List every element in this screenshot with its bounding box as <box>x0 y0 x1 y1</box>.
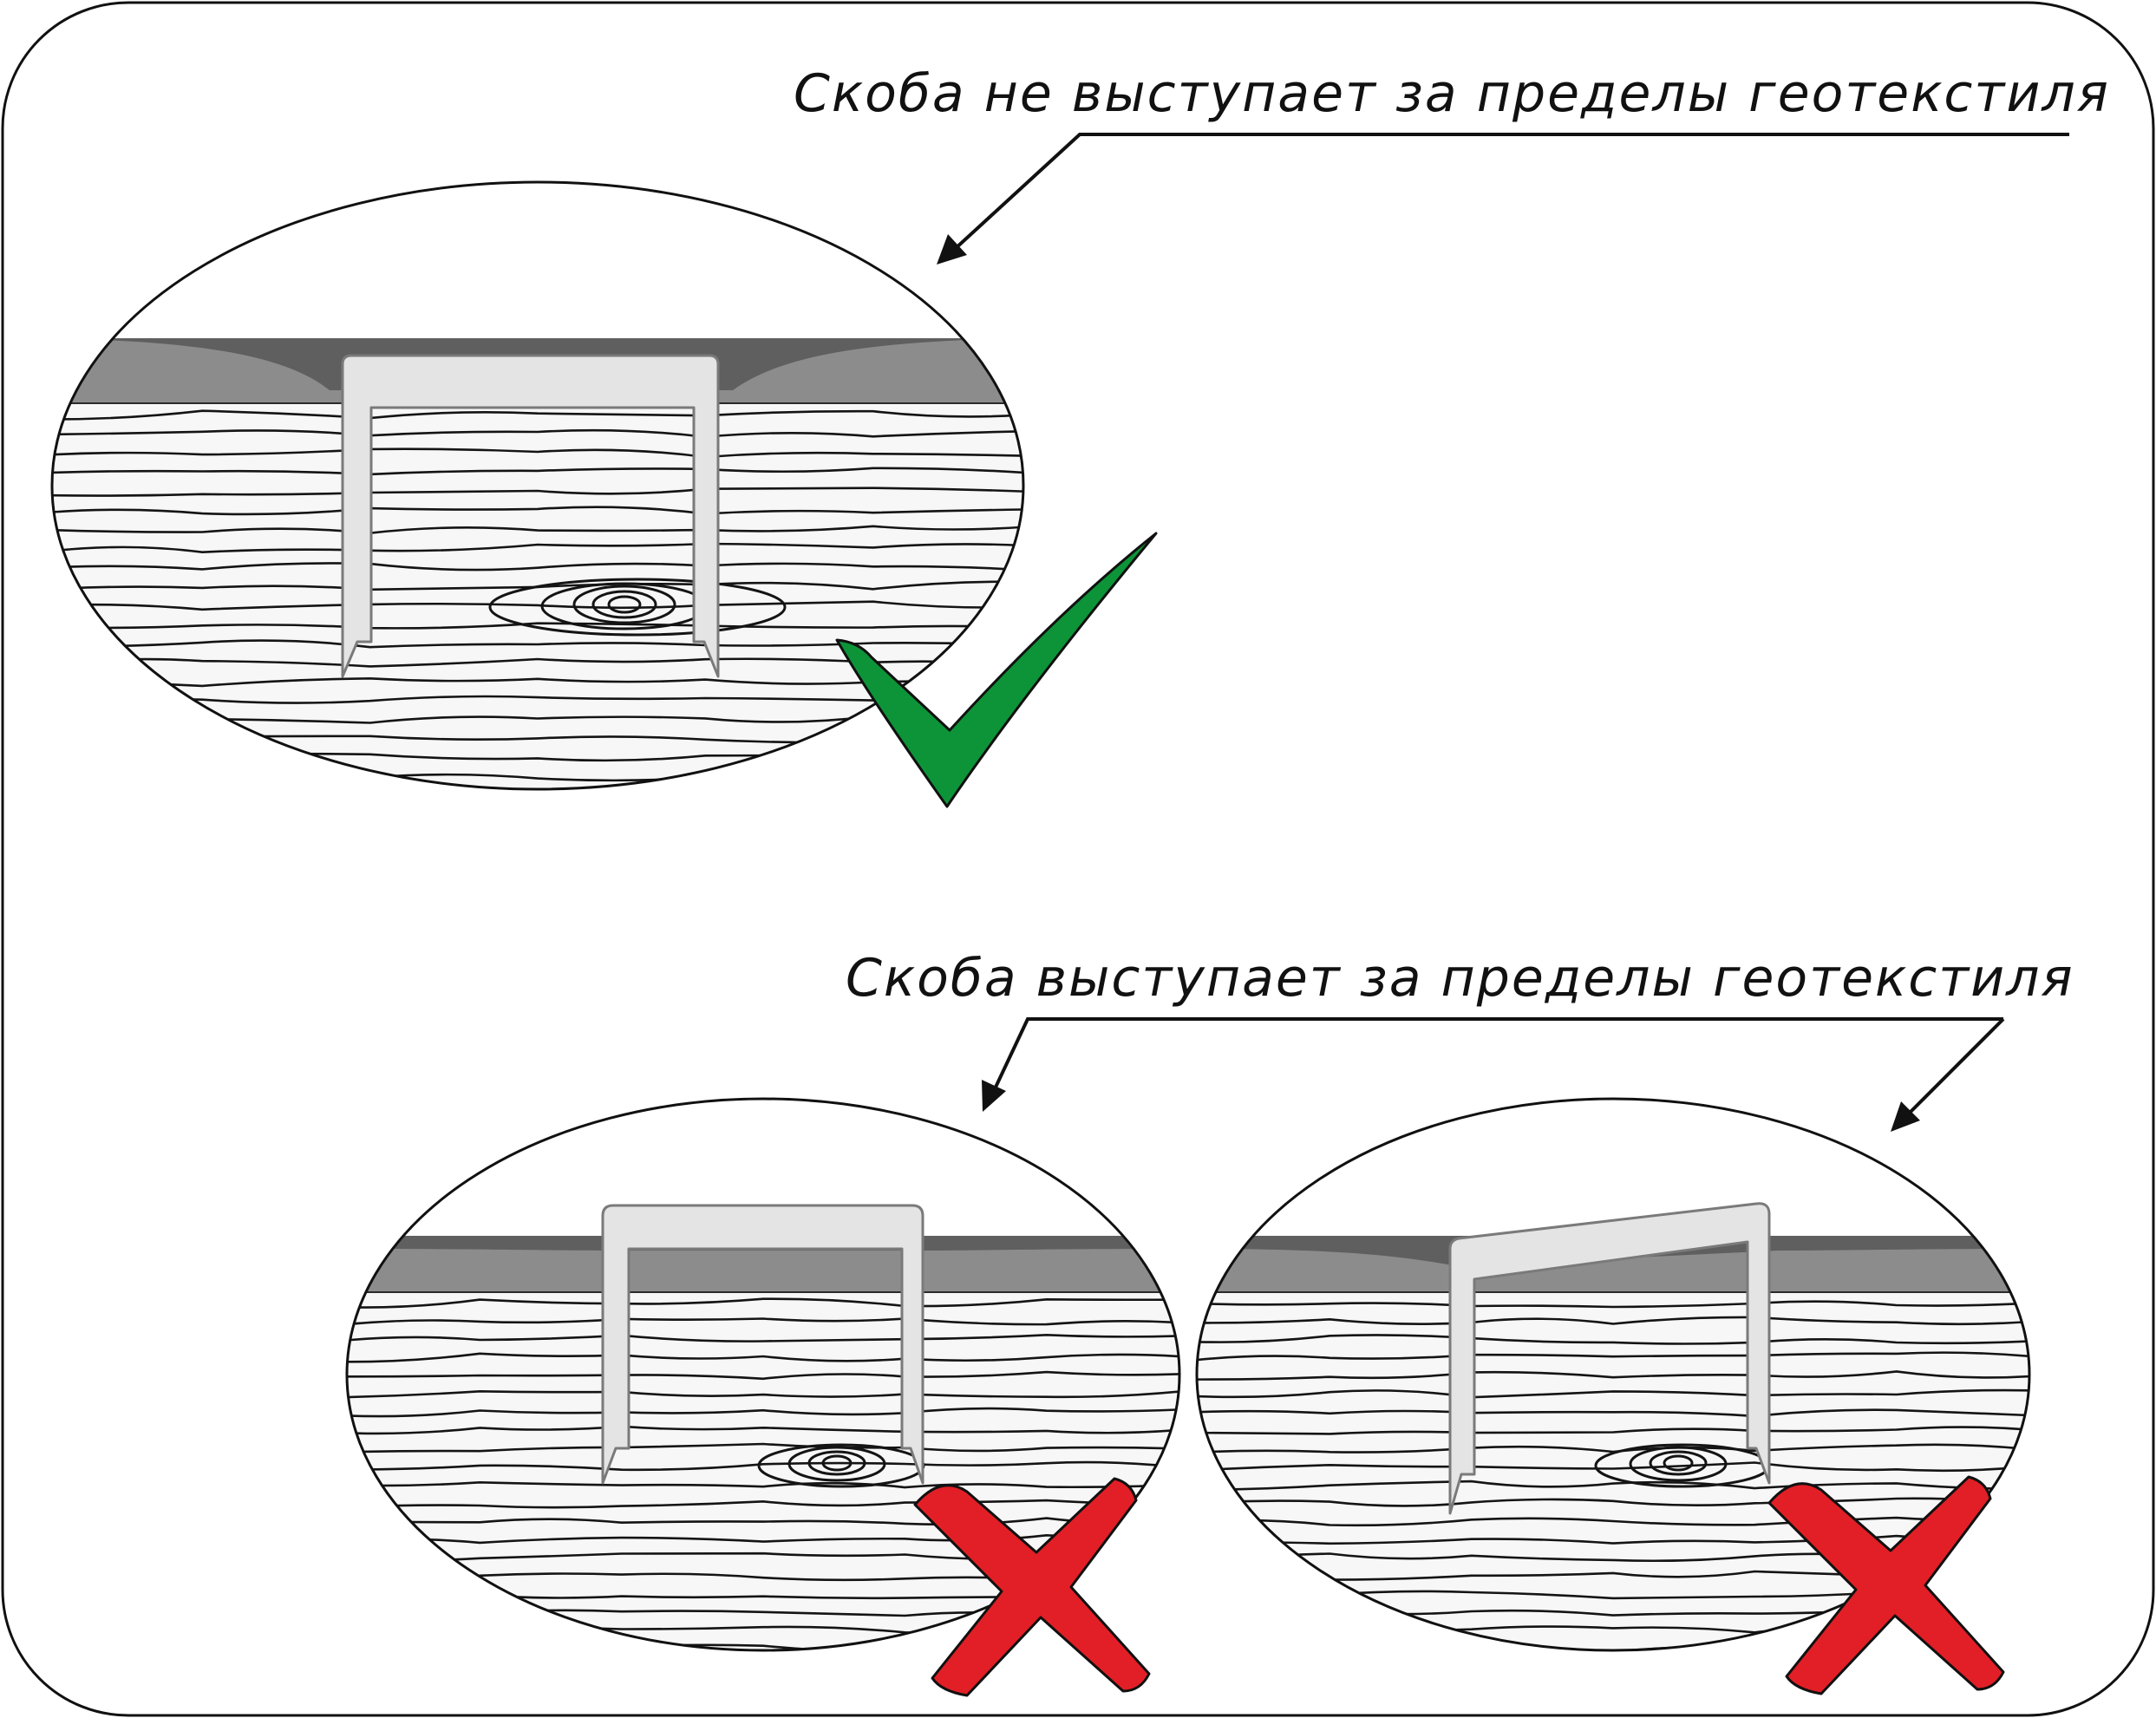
detail-lens <box>1195 1097 2031 1652</box>
grain-line <box>1197 1426 2029 1435</box>
grain-line <box>52 428 1023 439</box>
grain-line <box>52 542 1023 555</box>
grain-line <box>1197 1408 2029 1418</box>
grain-line <box>52 409 1023 421</box>
cross-mark-icon <box>1767 1475 2005 1695</box>
grain-line <box>52 622 1023 630</box>
grain-line <box>1197 1351 2029 1362</box>
detail-lens <box>50 180 1025 791</box>
grain-line <box>347 1389 1179 1399</box>
grain-line <box>347 1333 1179 1342</box>
grain-line <box>347 1460 1179 1472</box>
grain-line <box>1197 1461 2029 1473</box>
cross-mark-icon <box>913 1477 1151 1697</box>
grain-line <box>347 1517 1179 1526</box>
grain-line <box>52 467 1023 476</box>
caption-correct: Скоба не выступает за пределы геотекстил… <box>794 63 2110 124</box>
check-mark-icon <box>835 532 1158 808</box>
grain-line <box>52 639 1023 649</box>
detail-lens <box>345 1097 1181 1652</box>
staple-protruding <box>601 1204 924 1485</box>
grain-line <box>347 1352 1179 1363</box>
grain-line <box>52 506 1023 516</box>
grain-line <box>52 524 1023 535</box>
grain-line <box>347 1442 1179 1453</box>
grain-line <box>347 1297 1179 1309</box>
grain-line <box>52 562 1023 572</box>
grain-line <box>1197 1497 2029 1507</box>
grain-line <box>1197 1334 2029 1345</box>
caption-incorrect: Скоба выступает за пределы геотекстиля <box>846 948 2074 1009</box>
arrow-head <box>1891 1101 1920 1132</box>
leader-line-incorrect-right <box>1906 1017 2005 1116</box>
grain-line <box>1197 1388 2029 1399</box>
staple-tilted <box>1448 1202 1771 1515</box>
grain-line <box>52 447 1023 459</box>
grain-line <box>52 600 1023 611</box>
grain-line <box>1197 1316 2029 1326</box>
grain-line <box>347 1533 1179 1545</box>
grain-line <box>347 1480 1179 1489</box>
arrow-head <box>982 1080 1006 1112</box>
grain-line <box>347 1317 1179 1327</box>
grain-line <box>347 1370 1179 1381</box>
grain-line <box>1197 1370 2029 1381</box>
grain-line <box>52 487 1023 497</box>
grain-line <box>347 1425 1179 1435</box>
grain-line <box>347 1407 1179 1418</box>
grain-line <box>1197 1480 2029 1492</box>
wood-grain <box>347 1297 1179 1650</box>
arrow-head <box>937 234 967 265</box>
grain-line <box>347 1499 1179 1509</box>
grain-line <box>1197 1534 2029 1545</box>
grain-line <box>1197 1516 2029 1527</box>
staple-flush <box>341 354 720 678</box>
leader-line-correct <box>952 133 2069 251</box>
grain-line <box>1197 1300 2029 1309</box>
leader-line-incorrect <box>991 1017 2003 1094</box>
